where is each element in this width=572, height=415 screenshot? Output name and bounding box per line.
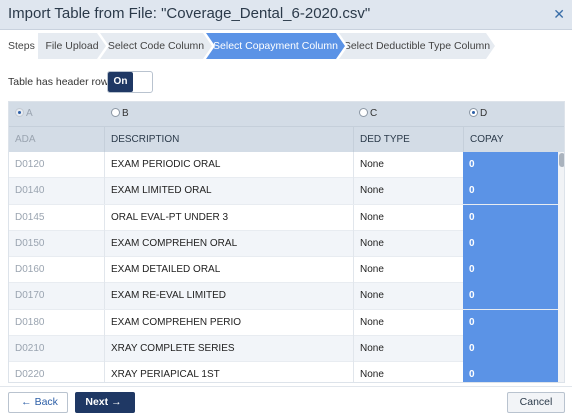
import-table: A B C D ADA DESCRIPTION DED TYPE COPAY D… — [8, 101, 565, 383]
cell-ada: D0180 — [15, 316, 45, 328]
table-scrollbar[interactable] — [558, 152, 564, 382]
dialog-titlebar: Import Table from File: "Coverage_Dental… — [0, 0, 572, 30]
table-row: D0120 EXAM PERIODIC ORAL None 0 — [9, 152, 564, 179]
table-row: D0160 EXAM DETAILED ORAL None 0 — [9, 257, 564, 284]
cell-ded-type: None — [353, 362, 463, 382]
cell-copay: 0 — [463, 152, 558, 178]
radio-column-c[interactable]: C — [359, 108, 377, 120]
cell-ada: D0120 — [15, 159, 45, 170]
close-icon[interactable]: ✕ — [553, 6, 565, 22]
cell-ada: D0160 — [15, 264, 45, 276]
scrollbar-thumb[interactable] — [559, 153, 564, 167]
cell-ded-type: None — [353, 152, 463, 178]
arrow-left-icon: ← — [21, 396, 32, 408]
table-row: D0180 EXAM COMPREHEN PERIO None 0 — [9, 309, 564, 337]
cell-description: EXAM DETAILED ORAL — [104, 257, 353, 284]
cell-ded-type: None — [353, 230, 463, 257]
cell-copay: 0 — [463, 283, 558, 310]
radio-column-a: A — [15, 108, 33, 120]
dialog-title: Import Table from File: "Coverage_Dental… — [8, 5, 371, 22]
cell-ada: D0170 — [15, 290, 45, 302]
column-selector-row: A B C D — [9, 102, 564, 126]
column-header-copay: COPAY — [463, 127, 564, 153]
cell-ada: D0220 — [15, 369, 45, 381]
cell-copay: 0 — [463, 257, 558, 284]
cell-copay: 0 — [463, 178, 558, 205]
cell-copay: 0 — [463, 230, 558, 257]
table-row: D0170 EXAM RE-EVAL LIMITED None 0 — [9, 283, 564, 310]
column-header-ded-type: DED TYPE — [353, 127, 463, 153]
next-button[interactable]: Next → — [75, 392, 135, 413]
cell-ded-type: None — [353, 309, 463, 336]
back-button[interactable]: ← Back — [8, 392, 68, 413]
cell-description: XRAY PERIAPICAL 1ST — [104, 362, 353, 382]
table-row: D0150 EXAM COMPREHEN ORAL None 0 — [9, 230, 564, 258]
cell-description: EXAM LIMITED ORAL — [104, 178, 353, 205]
table-row: D0145 ORAL EVAL-PT UNDER 3 None 0 — [9, 204, 564, 231]
step-select-code-column[interactable]: Select Code Column — [100, 33, 212, 59]
column-header-ada: ADA — [15, 134, 36, 145]
cell-ded-type: None — [353, 336, 463, 363]
cell-ada: D0210 — [15, 343, 45, 355]
cell-description: EXAM PERIODIC ORAL — [104, 152, 353, 178]
cell-copay: 0 — [463, 362, 558, 382]
cell-ada: D0145 — [15, 211, 45, 223]
radio-column-b[interactable]: B — [111, 108, 129, 120]
steps-bar: Steps File Upload Select Code Column Sel… — [0, 33, 572, 59]
dialog-footer: ← Back Next → Cancel — [0, 386, 572, 415]
step-file-upload[interactable]: File Upload — [38, 33, 106, 59]
table-row: D0220 XRAY PERIAPICAL 1ST None 0 — [9, 362, 564, 382]
step-select-copayment-column[interactable]: Select Copayment Column — [206, 33, 345, 59]
cell-description: EXAM COMPREHEN PERIO — [104, 309, 353, 336]
cell-ada: D0140 — [15, 185, 45, 197]
cell-ded-type: None — [353, 283, 463, 310]
arrow-right-icon: → — [111, 396, 122, 408]
cell-ded-type: None — [353, 204, 463, 231]
cell-description: EXAM COMPREHEN ORAL — [104, 230, 353, 257]
table-body: D0120 EXAM PERIODIC ORAL None 0 D0140 EX… — [9, 152, 564, 382]
cell-copay: 0 — [463, 309, 558, 336]
table-row: D0140 EXAM LIMITED ORAL None 0 — [9, 178, 564, 205]
cancel-button[interactable]: Cancel — [507, 392, 565, 413]
table-header: ADA DESCRIPTION DED TYPE COPAY — [9, 126, 564, 153]
step-select-deductible-type-column[interactable]: Select Deductible Type Column — [339, 33, 495, 59]
cell-description: XRAY COMPLETE SERIES — [104, 336, 353, 363]
table-row: D0210 XRAY COMPLETE SERIES None 0 — [9, 336, 564, 363]
cell-ded-type: None — [353, 257, 463, 284]
cell-ada: D0150 — [15, 237, 45, 249]
radio-dot-icon — [15, 108, 24, 117]
radio-dot-icon — [359, 108, 368, 117]
cell-copay: 0 — [463, 336, 558, 363]
column-header-description: DESCRIPTION — [104, 127, 353, 153]
radio-column-d[interactable]: D — [469, 108, 487, 120]
cell-ded-type: None — [353, 178, 463, 205]
cell-description: ORAL EVAL-PT UNDER 3 — [104, 204, 353, 231]
header-row-label: Table has header row — [8, 76, 109, 88]
header-row-toggle[interactable]: On — [107, 71, 153, 93]
cell-copay: 0 — [463, 204, 558, 231]
steps-label: Steps — [8, 40, 35, 52]
toggle-on-label: On — [108, 72, 133, 92]
radio-dot-icon — [111, 108, 120, 117]
radio-dot-icon — [469, 108, 478, 117]
cell-description: EXAM RE-EVAL LIMITED — [104, 283, 353, 310]
